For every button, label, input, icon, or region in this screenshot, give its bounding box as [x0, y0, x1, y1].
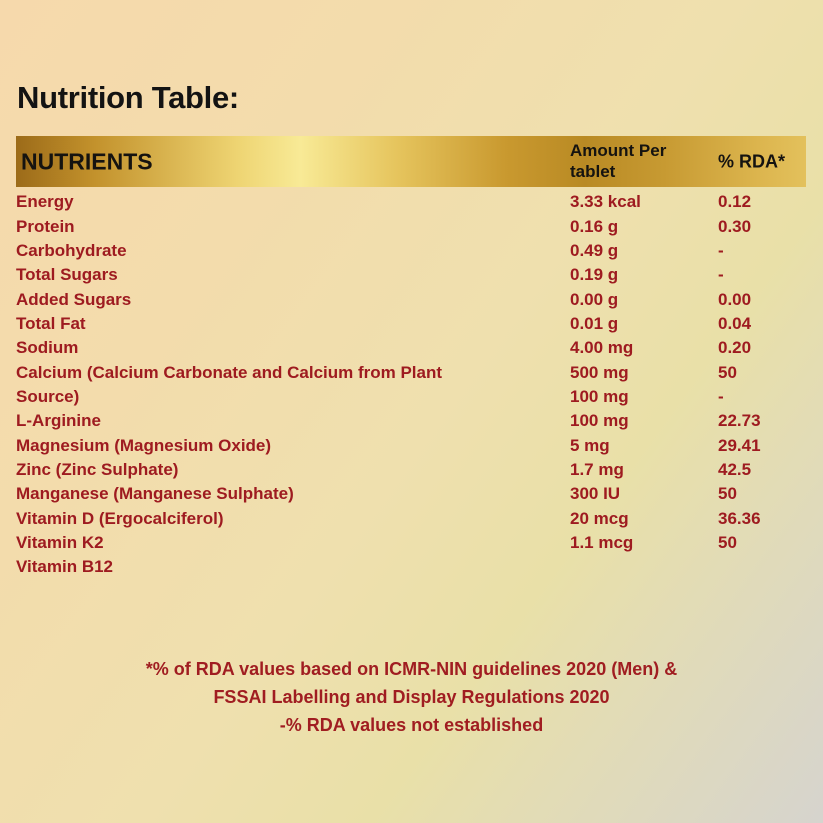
nutrient-amount: 0.19 g [570, 265, 619, 285]
nutrient-amount: 5 mg [570, 435, 610, 455]
nutrient-amount: 100 mg [570, 411, 629, 431]
nutrient-amount: 3.33 kcal [570, 192, 641, 212]
nutrient-amount: 1.7 mg [570, 459, 624, 479]
nutrient-amount: 0.00 g [570, 289, 619, 309]
table-row: Vitamin B12 [16, 555, 811, 579]
table-row: Total Fat 0.01 g 0.04 [16, 312, 811, 336]
nutrient-name: Vitamin K2 [16, 532, 104, 552]
nutrient-name: Added Sugars [16, 289, 132, 309]
table-row: L-Arginine 100 mg 22.73 [16, 409, 811, 433]
nutrient-name: Magnesium (Magnesium Oxide) [16, 435, 272, 455]
nutrient-name: Total Fat [16, 313, 86, 333]
nutrient-name: Vitamin B12 [16, 557, 114, 577]
nutrient-rda: 50 [718, 362, 737, 382]
nutrient-amount: 0.16 g [570, 216, 619, 236]
nutrient-name: Calcium (Calcium Carbonate and Calcium f… [16, 362, 443, 382]
nutrient-name: Carbohydrate [16, 240, 127, 260]
table-row: Calcium (Calcium Carbonate and Calcium f… [16, 360, 811, 384]
nutrient-name: L-Arginine [16, 411, 101, 431]
nutrient-rda: 42.5 [718, 459, 752, 479]
page-title: Nutrition Table: [17, 80, 239, 115]
footnote-line-3: -% RDA values not established [279, 715, 544, 735]
nutrient-name: Protein [16, 216, 75, 236]
nutrient-amount: 500 mg [570, 362, 629, 382]
nutrient-rda: 50 [718, 484, 737, 504]
nutrient-rda: 0.04 [718, 313, 752, 333]
table-row: Added Sugars 0.00 g 0.00 [16, 287, 811, 311]
table-row: Sodium 4.00 mg 0.20 [16, 336, 811, 360]
nutrient-name: Source) [16, 386, 80, 406]
nutrient-rda: - [718, 265, 724, 285]
nutrient-name: Sodium [16, 338, 79, 358]
nutrient-amount: 0.01 g [570, 313, 619, 333]
column-header-nutrients: NUTRIENTS [21, 148, 153, 174]
nutrient-rda: 0.00 [718, 289, 752, 309]
nutrient-rda: 0.12 [718, 192, 752, 212]
nutrient-amount: 20 mcg [570, 508, 629, 528]
nutrient-amount: 300 IU [570, 484, 621, 504]
nutrient-amount: 4.00 mg [570, 338, 634, 358]
nutrient-rda: 50 [718, 532, 737, 552]
table-row: Vitamin D (Ergocalciferol) 20 mcg 36.36 [16, 506, 811, 530]
nutrient-rows: Energy 3.33 kcal 0.12 Protein 0.16 g 0.30 Carb… [16, 190, 811, 580]
table-row: Vitamin K2 1.1 mcg 50 [16, 531, 811, 555]
nutrient-rda: 0.20 [718, 338, 752, 358]
column-header-amount-per-tablet: Amount Per tablet [570, 141, 667, 181]
table-row: Protein 0.16 g 0.30 [16, 214, 811, 238]
table-row: Magnesium (Magnesium Oxide) 5 mg 29.41 [16, 433, 811, 457]
nutrient-amount: 100 mg [570, 386, 629, 406]
footnote-line-2: FSSAI Labelling and Display Regulations … [213, 687, 610, 707]
table-row: Manganese (Manganese Sulphate) 300 IU 50 [16, 482, 811, 506]
nutrient-amount: 0.49 g [570, 240, 619, 260]
nutrient-rda: - [718, 240, 724, 260]
nutrient-name: Total Sugars [16, 265, 118, 285]
column-header-percent-rda: % RDA* [718, 151, 786, 171]
nutrient-name: Vitamin D (Ergocalciferol) [16, 508, 224, 528]
nutrient-name: Manganese (Manganese Sulphate) [16, 484, 294, 504]
nutrient-rda: 36.36 [718, 508, 761, 528]
rda-footnote: *% of RDA values based on ICMR-NIN guide… [0, 655, 823, 739]
table-row: Energy 3.33 kcal 0.12 [16, 190, 811, 214]
nutrient-rda: 29.41 [718, 435, 761, 455]
table-row: Source) 100 mg - [16, 385, 811, 409]
footnote-line-1: *% of RDA values based on ICMR-NIN guide… [145, 659, 678, 679]
nutrient-amount: 1.1 mcg [570, 532, 634, 552]
table-row: Carbohydrate 0.49 g - [16, 239, 811, 263]
nutrient-rda: 0.30 [718, 216, 752, 236]
nutrient-rda: 22.73 [718, 411, 761, 431]
nutrient-name: Energy [16, 192, 74, 212]
table-header-band: NUTRIENTS Amount Per tablet % RDA* [16, 136, 806, 187]
table-row: Total Sugars 0.19 g - [16, 263, 811, 287]
table-row: Zinc (Zinc Sulphate) 1.7 mg 42.5 [16, 458, 811, 482]
nutrient-rda: - [718, 386, 724, 406]
nutrient-name: Zinc (Zinc Sulphate) [16, 459, 179, 479]
